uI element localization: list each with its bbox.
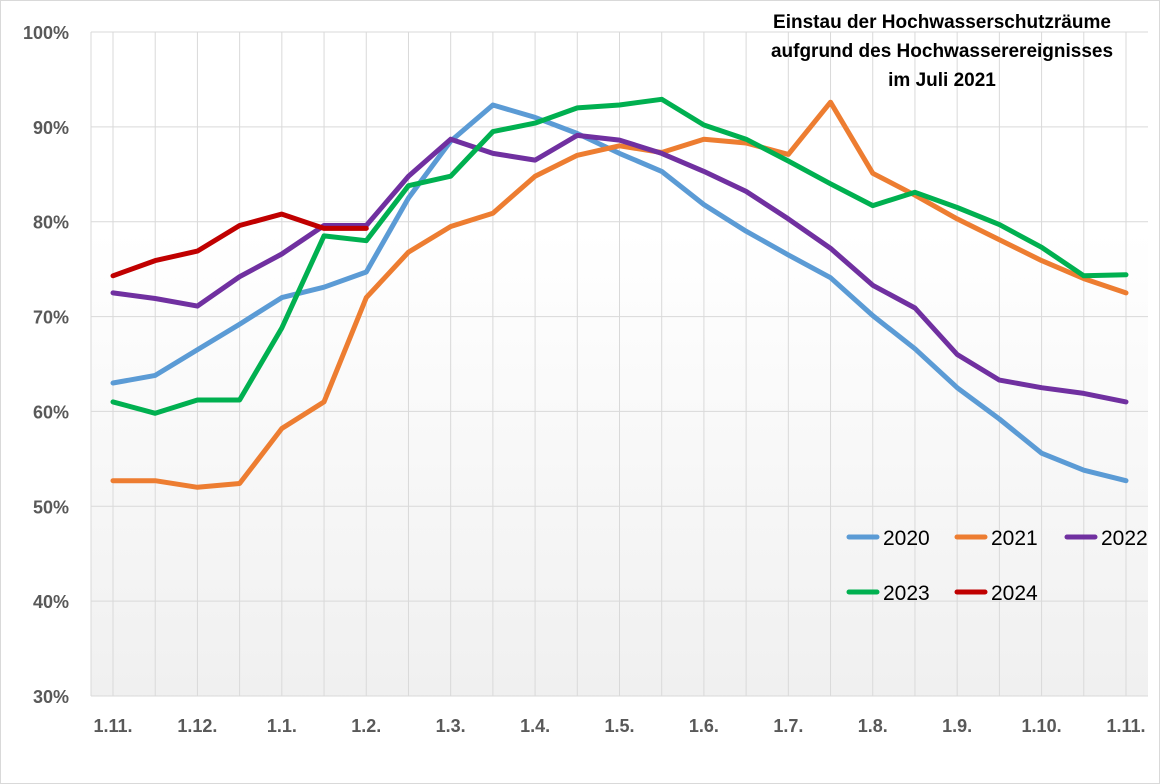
series-lines bbox=[110, 96, 1129, 490]
series-line-2023 bbox=[110, 96, 1129, 416]
series-line-2020 bbox=[110, 102, 1129, 484]
x-tick-label: 1.9. bbox=[942, 716, 972, 736]
gridlines bbox=[90, 31, 1148, 697]
y-tick-label: 90% bbox=[33, 118, 69, 138]
y-tick-label: 70% bbox=[33, 308, 69, 328]
x-tick-label: 1.1. bbox=[267, 716, 297, 736]
chart-title-line-1: Einstau der Hochwasserschutzräume bbox=[773, 12, 1111, 33]
x-tick-label: 1.11. bbox=[1106, 716, 1145, 736]
series-line-2024 bbox=[110, 211, 369, 279]
x-tick-label: 1.7. bbox=[773, 716, 803, 736]
x-tick-label: 1.12. bbox=[177, 716, 217, 736]
x-tick-label: 1.8. bbox=[858, 716, 888, 736]
x-tick-label: 1.6. bbox=[689, 716, 719, 736]
y-tick-label: 30% bbox=[33, 687, 69, 707]
x-tick-label: 1.2. bbox=[351, 716, 381, 736]
legend-label-2021: 2021 bbox=[991, 527, 1038, 550]
legend: 2020 2021 2022 2023 2024 bbox=[846, 527, 1148, 605]
y-tick-label: 50% bbox=[33, 497, 69, 517]
series-line-2021 bbox=[110, 99, 1129, 490]
x-axis-ticks: 1.11. 1.12. 1.1. 1.2. 1.3. 1.4. 1.5. 1.6. 1.7. 1.… bbox=[93, 716, 1145, 736]
y-tick-label: 60% bbox=[33, 402, 69, 422]
x-tick-label: 1.10. bbox=[1022, 716, 1062, 736]
chart-title: Einstau der Hochwasserschutzräume aufgru… bbox=[771, 12, 1113, 91]
chart-title-line-2: aufgrund des Hochwasserereignisses bbox=[771, 41, 1113, 62]
chart-title-line-3: im Juli 2021 bbox=[888, 70, 996, 91]
legend-label-2024: 2024 bbox=[991, 582, 1038, 605]
x-tick-label: 1.11. bbox=[93, 716, 132, 736]
x-tick-label: 1.5. bbox=[604, 716, 634, 736]
x-tick-label: 1.4. bbox=[520, 716, 550, 736]
legend-label-2022: 2022 bbox=[1101, 527, 1148, 550]
legend-label-2023: 2023 bbox=[883, 582, 930, 605]
legend-label-2020: 2020 bbox=[883, 527, 930, 550]
y-tick-label: 40% bbox=[33, 592, 69, 612]
y-tick-label: 100% bbox=[23, 23, 69, 43]
y-tick-label: 80% bbox=[33, 213, 69, 233]
series-line-2022 bbox=[110, 132, 1129, 405]
y-axis-ticks: 30% 40% 50% 60% 70% 80% 90% 100% bbox=[23, 23, 69, 707]
x-tick-label: 1.3. bbox=[436, 716, 466, 736]
